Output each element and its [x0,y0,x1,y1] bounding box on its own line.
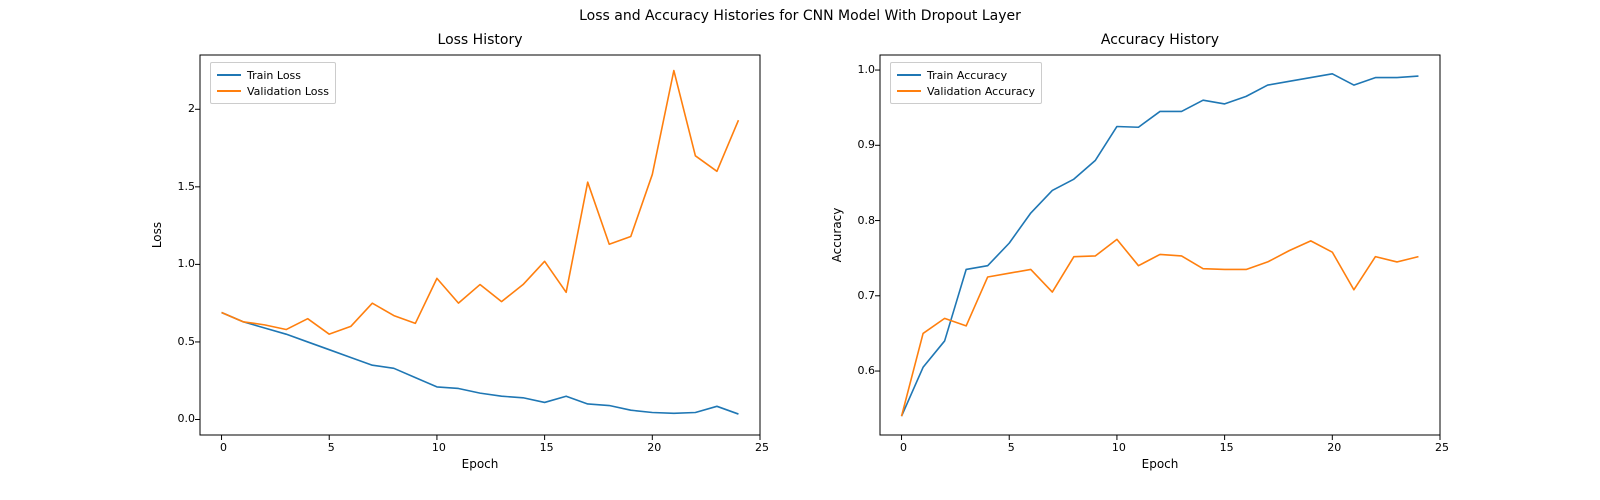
xtick-label: 20 [644,441,664,454]
accuracy-xlabel: Epoch [880,457,1440,471]
ytick-label: 0.0 [165,412,195,425]
legend-swatch [897,90,921,92]
legend-label: Train Loss [247,69,301,82]
loss-legend: Train Loss Validation Loss [210,62,336,104]
loss-subplot: Loss History Epoch Loss Train Loss Valida… [120,30,800,480]
loss-xlabel: Epoch [200,457,760,471]
legend-swatch [217,90,241,92]
series-line [222,71,739,335]
xtick-label: 25 [1432,441,1452,454]
series-line [902,74,1419,416]
xtick-label: 5 [1001,441,1021,454]
xtick-label: 10 [1109,441,1129,454]
xtick-label: 0 [894,441,914,454]
series-line [902,239,1419,416]
legend-swatch [217,74,241,76]
ytick-label: 0.5 [165,335,195,348]
legend-label: Validation Accuracy [927,85,1035,98]
legend-label: Train Accuracy [927,69,1007,82]
loss-ylabel: Loss [150,195,164,275]
series-line [222,312,739,414]
xtick-label: 0 [214,441,234,454]
ytick-label: 0.6 [845,364,875,377]
accuracy-ylabel: Accuracy [830,195,844,275]
xtick-label: 25 [752,441,772,454]
accuracy-title: Accuracy History [880,32,1440,48]
ytick-label: 2 [165,102,195,115]
accuracy-plot-area [880,55,1440,435]
legend-item: Train Accuracy [897,67,1035,83]
ytick-label: 0.9 [845,138,875,151]
ytick-label: 0.7 [845,289,875,302]
accuracy-subplot: Accuracy History Epoch Accuracy Train Ac… [800,30,1480,480]
xtick-label: 10 [429,441,449,454]
ytick-label: 1.0 [165,257,195,270]
ytick-label: 0.8 [845,214,875,227]
ytick-label: 1.0 [845,63,875,76]
legend-item: Train Loss [217,67,329,83]
legend-swatch [897,74,921,76]
legend-item: Validation Accuracy [897,83,1035,99]
figure-suptitle: Loss and Accuracy Histories for CNN Mode… [0,8,1600,24]
xtick-label: 15 [537,441,557,454]
loss-plot-area [200,55,760,435]
legend-item: Validation Loss [217,83,329,99]
accuracy-legend: Train Accuracy Validation Accuracy [890,62,1042,104]
xtick-label: 5 [321,441,341,454]
legend-label: Validation Loss [247,85,329,98]
xtick-label: 15 [1217,441,1237,454]
xtick-label: 20 [1324,441,1344,454]
ytick-label: 1.5 [165,180,195,193]
loss-title: Loss History [200,32,760,48]
